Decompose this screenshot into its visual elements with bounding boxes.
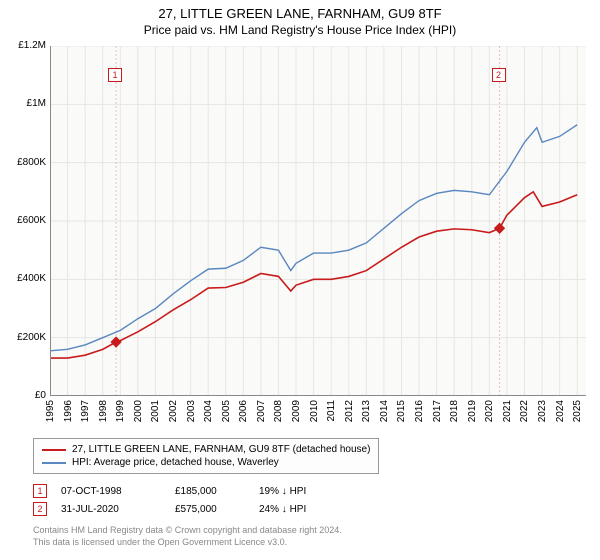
- x-axis-label: 2022: [519, 400, 530, 422]
- x-axis-label: 2001: [150, 400, 161, 422]
- note-row: 1 07-OCT-1998 £185,000 19% ↓ HPI: [33, 482, 306, 500]
- x-axis-label: 2011: [326, 400, 337, 422]
- x-axis-label: 2010: [309, 400, 320, 422]
- y-axis-label: £200K: [2, 332, 46, 343]
- chart-container: 27, LITTLE GREEN LANE, FARNHAM, GU9 8TF …: [0, 0, 600, 560]
- x-axis-label: 1999: [115, 400, 126, 422]
- x-axis-label: 2002: [168, 400, 179, 422]
- x-axis-label: 2009: [291, 400, 302, 422]
- x-axis-label: 2025: [572, 400, 583, 422]
- chart-marker-2: 2: [492, 68, 506, 82]
- x-axis-label: 1995: [45, 400, 56, 422]
- x-axis-label: 2000: [133, 400, 144, 422]
- x-axis-label: 2019: [467, 400, 478, 422]
- x-axis-label: 2012: [344, 400, 355, 422]
- note-pct: 19% ↓ HPI: [259, 486, 306, 497]
- chart-svg: [50, 46, 586, 396]
- credits: Contains HM Land Registry data © Crown c…: [33, 524, 342, 548]
- x-axis-label: 2004: [203, 400, 214, 422]
- x-axis-label: 2017: [432, 400, 443, 422]
- y-axis-label: £0: [2, 390, 46, 401]
- note-price: £185,000: [175, 486, 245, 497]
- x-axis-label: 1996: [63, 400, 74, 422]
- y-axis-label: £1M: [2, 98, 46, 109]
- y-axis-label: £1.2M: [2, 40, 46, 51]
- x-axis-label: 2013: [361, 400, 372, 422]
- legend-item: 27, LITTLE GREEN LANE, FARNHAM, GU9 8TF …: [42, 443, 370, 456]
- x-axis-label: 2021: [502, 400, 513, 422]
- legend-swatch: [42, 462, 66, 464]
- legend-label: 27, LITTLE GREEN LANE, FARNHAM, GU9 8TF …: [72, 444, 370, 455]
- y-axis-label: £600K: [2, 215, 46, 226]
- x-axis-label: 2016: [414, 400, 425, 422]
- credit-line-1: Contains HM Land Registry data © Crown c…: [33, 524, 342, 536]
- legend-swatch: [42, 449, 66, 451]
- legend-item: HPI: Average price, detached house, Wave…: [42, 456, 370, 469]
- note-row: 2 31-JUL-2020 £575,000 24% ↓ HPI: [33, 500, 306, 518]
- legend-box: 27, LITTLE GREEN LANE, FARNHAM, GU9 8TF …: [33, 438, 379, 474]
- chart-subtitle: Price paid vs. HM Land Registry's House …: [0, 21, 600, 41]
- x-axis-label: 2006: [238, 400, 249, 422]
- x-axis-label: 2003: [186, 400, 197, 422]
- note-date: 31-JUL-2020: [61, 504, 161, 515]
- credit-line-2: This data is licensed under the Open Gov…: [33, 536, 342, 548]
- y-axis-label: £800K: [2, 157, 46, 168]
- x-axis-label: 1998: [98, 400, 109, 422]
- x-axis-label: 2020: [484, 400, 495, 422]
- x-axis-label: 2014: [379, 400, 390, 422]
- note-price: £575,000: [175, 504, 245, 515]
- x-axis-label: 2018: [449, 400, 460, 422]
- x-axis-label: 2015: [396, 400, 407, 422]
- x-axis-label: 2008: [273, 400, 284, 422]
- x-axis-label: 1997: [80, 400, 91, 422]
- x-axis-label: 2023: [537, 400, 548, 422]
- note-date: 07-OCT-1998: [61, 486, 161, 497]
- x-axis-label: 2005: [221, 400, 232, 422]
- chart-marker-1: 1: [108, 68, 122, 82]
- marker-notes: 1 07-OCT-1998 £185,000 19% ↓ HPI 2 31-JUL-202…: [33, 482, 306, 518]
- chart-title: 27, LITTLE GREEN LANE, FARNHAM, GU9 8TF: [0, 0, 600, 21]
- note-marker-1: 1: [33, 484, 47, 498]
- chart-area: £0£200K£400K£600K£800K£1M£1.2M1995199619…: [50, 46, 586, 396]
- y-axis-label: £400K: [2, 273, 46, 284]
- note-pct: 24% ↓ HPI: [259, 504, 306, 515]
- note-marker-2: 2: [33, 502, 47, 516]
- x-axis-label: 2007: [256, 400, 267, 422]
- legend-label: HPI: Average price, detached house, Wave…: [72, 457, 279, 468]
- x-axis-label: 2024: [555, 400, 566, 422]
